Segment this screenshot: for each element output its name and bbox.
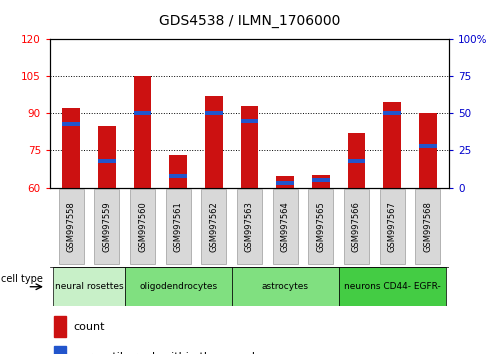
Bar bbox=[339, 267, 446, 306]
Bar bbox=[98, 126, 116, 188]
Bar bbox=[312, 175, 330, 188]
Text: GSM997563: GSM997563 bbox=[245, 201, 254, 252]
FancyBboxPatch shape bbox=[202, 189, 227, 264]
Text: GSM997562: GSM997562 bbox=[210, 201, 219, 252]
Text: GSM997567: GSM997567 bbox=[388, 201, 397, 252]
Bar bbox=[276, 181, 294, 185]
Bar bbox=[53, 267, 125, 306]
Text: count: count bbox=[74, 321, 105, 332]
Bar bbox=[134, 112, 152, 115]
FancyBboxPatch shape bbox=[415, 189, 440, 264]
Bar bbox=[419, 113, 437, 188]
Bar bbox=[125, 267, 232, 306]
Bar bbox=[169, 155, 187, 188]
Text: GSM997559: GSM997559 bbox=[102, 201, 111, 252]
Bar bbox=[54, 316, 66, 337]
FancyBboxPatch shape bbox=[59, 189, 84, 264]
Bar bbox=[62, 122, 80, 126]
Bar bbox=[419, 144, 437, 148]
Bar bbox=[383, 112, 401, 115]
Text: GDS4538 / ILMN_1706000: GDS4538 / ILMN_1706000 bbox=[159, 14, 340, 28]
Bar bbox=[134, 76, 152, 188]
Bar bbox=[62, 108, 80, 188]
Bar bbox=[54, 346, 66, 354]
Bar bbox=[312, 178, 330, 182]
Text: astrocytes: astrocytes bbox=[261, 282, 309, 291]
Bar bbox=[205, 112, 223, 115]
FancyBboxPatch shape bbox=[130, 189, 155, 264]
Text: GSM997564: GSM997564 bbox=[280, 201, 289, 252]
Text: GSM997566: GSM997566 bbox=[352, 201, 361, 252]
Bar bbox=[347, 159, 365, 163]
Bar bbox=[276, 176, 294, 188]
Bar bbox=[98, 159, 116, 163]
Bar bbox=[241, 119, 258, 122]
Text: GSM997560: GSM997560 bbox=[138, 201, 147, 252]
Text: oligodendrocytes: oligodendrocytes bbox=[139, 282, 217, 291]
Text: percentile rank within the sample: percentile rank within the sample bbox=[74, 352, 262, 354]
FancyBboxPatch shape bbox=[237, 189, 262, 264]
Text: GSM997561: GSM997561 bbox=[174, 201, 183, 252]
FancyBboxPatch shape bbox=[94, 189, 119, 264]
FancyBboxPatch shape bbox=[272, 189, 297, 264]
Text: GSM997565: GSM997565 bbox=[316, 201, 325, 252]
Bar bbox=[347, 133, 365, 188]
Bar bbox=[383, 102, 401, 188]
Bar bbox=[169, 174, 187, 178]
FancyBboxPatch shape bbox=[344, 189, 369, 264]
Text: cell type: cell type bbox=[1, 274, 43, 284]
FancyBboxPatch shape bbox=[380, 189, 405, 264]
Text: GSM997558: GSM997558 bbox=[67, 201, 76, 252]
Bar bbox=[205, 96, 223, 188]
Bar bbox=[232, 267, 339, 306]
Bar bbox=[241, 106, 258, 188]
Text: neural rosettes: neural rosettes bbox=[55, 282, 123, 291]
Text: GSM997568: GSM997568 bbox=[423, 201, 432, 252]
FancyBboxPatch shape bbox=[308, 189, 333, 264]
Text: neurons CD44- EGFR-: neurons CD44- EGFR- bbox=[344, 282, 441, 291]
FancyBboxPatch shape bbox=[166, 189, 191, 264]
